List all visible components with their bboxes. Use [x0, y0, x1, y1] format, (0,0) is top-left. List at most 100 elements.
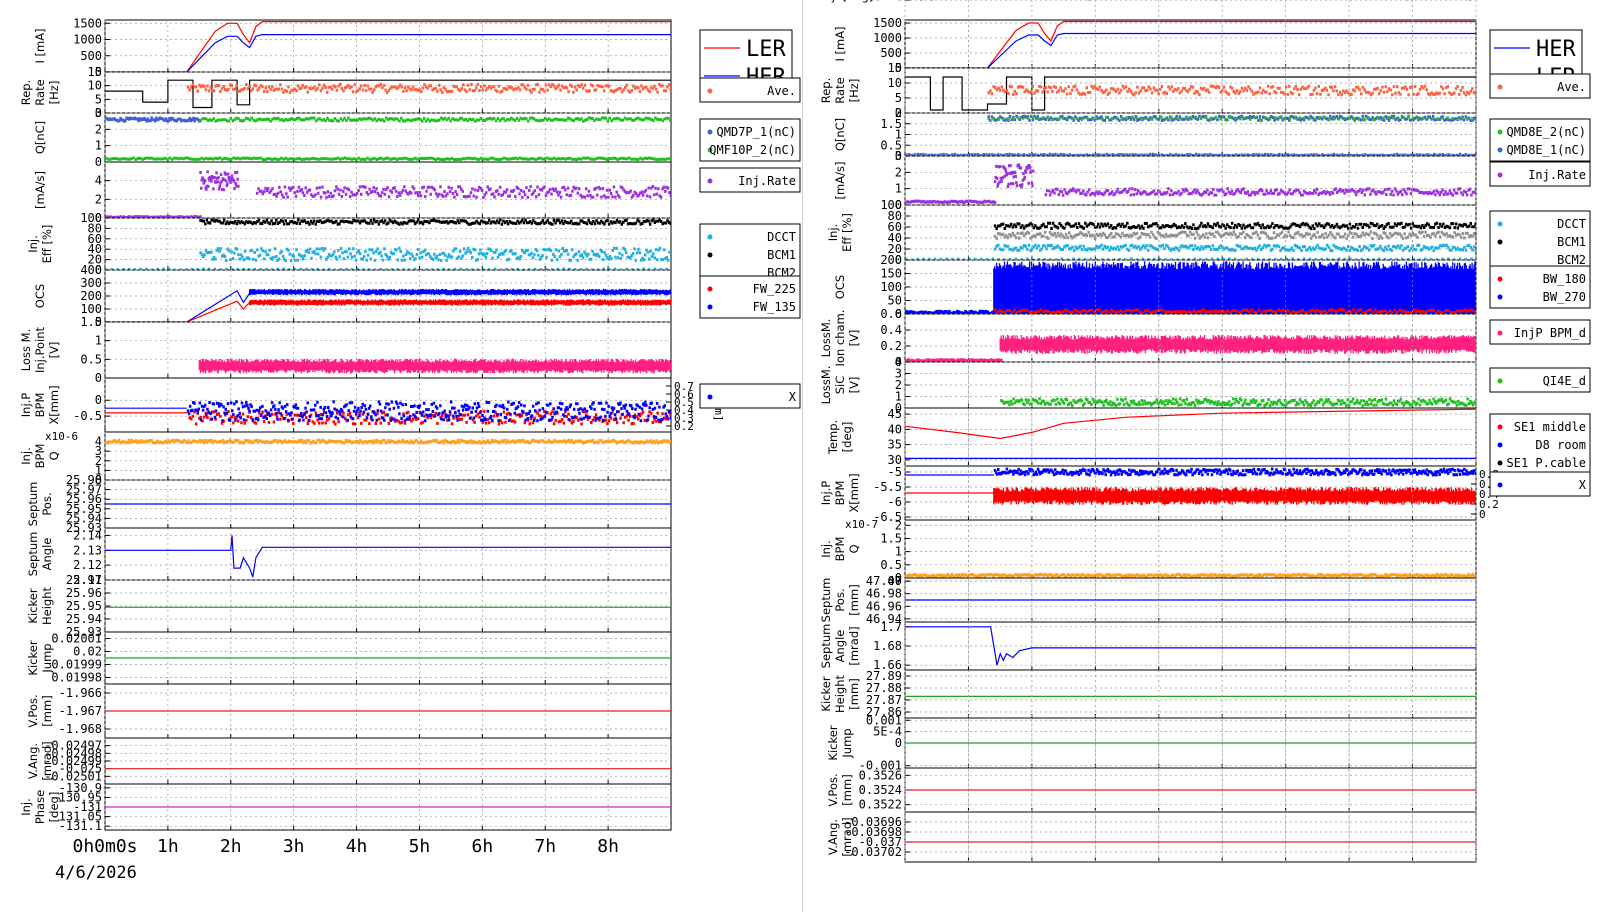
legend-label: QMD8E_2(nC): [1507, 125, 1586, 139]
y-axis-label: Height: [833, 675, 847, 714]
y-tick-label: 1: [895, 182, 902, 196]
y-axis-label: Kicker: [826, 725, 840, 760]
y-tick-label: 10: [888, 76, 902, 90]
panel-l-loss: 0 0.5 1 1.5 Loss M. Inj.Point [V]: [19, 315, 672, 385]
series-group: [905, 261, 1476, 314]
y-tick-label: 0.5: [880, 558, 902, 572]
series-injp-bpm-d: [999, 334, 1476, 354]
legend-swatch: [707, 147, 713, 153]
x-tick-label: 8h: [597, 836, 619, 857]
panel-r-sang: 1.66 1.68 1.7 Septum Angle [mrad]: [819, 620, 1477, 672]
series-unnamed: [993, 487, 1476, 505]
y-axis-label: [mm]: [847, 678, 861, 709]
series-unnamed: [993, 230, 1476, 240]
y-tick-label: 1: [95, 463, 102, 477]
y-tick-label: 0: [895, 736, 902, 750]
legend-label: FW_225: [753, 282, 796, 296]
legend-swatch: [1497, 294, 1503, 300]
series-group: [1000, 397, 1476, 408]
y-tick-label: 4: [895, 355, 902, 369]
y-tick-label: 1.5: [880, 531, 902, 545]
legend-swatch: [1497, 482, 1503, 488]
y-tick-label: 95.95: [866, 0, 902, 3]
panel-l-ph: -131.1-131.05-131-130.95-130.9 Inj. Phase[…: [19, 781, 672, 833]
series-group: [105, 218, 671, 270]
x-tick-label: 8h: [1402, 0, 1424, 5]
series-qi4e-d: [1000, 397, 1476, 408]
y-tick-label: 2: [895, 518, 902, 532]
column-divider: [802, 0, 803, 912]
y-tick-label: 27.89: [866, 669, 902, 683]
y-tick-label: -5: [888, 465, 902, 479]
y-tick-label: 2.13: [73, 543, 102, 557]
y-axis-label: [mrad]: [840, 817, 854, 856]
panel-r-vang: -0.03702-0.037-0.03698-0.03696 V.Ang. [mra…: [826, 811, 1477, 863]
y-tick-label: 46.94: [866, 612, 902, 626]
series-group: [905, 114, 1476, 156]
y-axis-label: [mm]: [40, 695, 54, 726]
y-tick-label: -0.02498: [44, 746, 102, 760]
y-axis-label: Eff [%]: [40, 225, 54, 264]
series-group: [105, 21, 671, 72]
y-axis-label: X[mm]: [47, 385, 61, 424]
legend-swatch: [707, 394, 713, 400]
x-tick-label: 1h: [157, 836, 179, 857]
y2-tick-label: 0: [1479, 508, 1486, 521]
y-axis-label: Inj.: [26, 235, 40, 253]
y-tick-label: 96.05: [866, 0, 902, 3]
y-axis-label: Inj.P: [19, 393, 33, 418]
y-tick-label: 96: [888, 0, 902, 3]
y-axis-label: I [mA]: [833, 26, 847, 61]
legend-label: InjP BPM_d: [1514, 326, 1586, 340]
y-axis-label: Height: [40, 587, 54, 626]
legend-label: Inj.Rate: [1528, 168, 1586, 182]
y-axis-label: [mm]: [847, 584, 861, 615]
legend-label: LER: [746, 37, 786, 62]
x-tick-label: 7h: [534, 836, 556, 857]
legend-box: [699, 167, 801, 193]
legend-swatch: [1497, 221, 1503, 227]
series-ave-: [186, 82, 671, 94]
y-tick-label: 15: [88, 65, 102, 79]
legend-label: BCM1: [767, 248, 796, 262]
y-tick-label: 25.98: [66, 473, 102, 487]
y-axis-label: Inj.: [821, 0, 839, 3]
series-group: [105, 79, 671, 109]
legend-box: [1489, 161, 1591, 187]
panel-l-inj: 0 2 4 [mA/s] Inj.Rate: [33, 161, 801, 225]
y-tick-label: 0.3526: [859, 768, 902, 782]
y-axis-label: Q: [47, 451, 61, 460]
legend-swatch: [1497, 330, 1503, 336]
panel-frame: [904, 519, 1477, 579]
y-tick-label: 5E-4: [873, 725, 902, 739]
y-axis-label: BPM: [33, 444, 47, 469]
legend-label: QMF10P_2(nC): [709, 143, 796, 157]
y-axis-label: Rate: [33, 79, 47, 105]
legend-swatch: [1497, 257, 1503, 263]
legend-label: QMD8E_1(nC): [1507, 143, 1586, 157]
series-inj-rate: [905, 199, 997, 204]
legend-swatch: [1497, 84, 1503, 90]
y-tick-label: 2.12: [73, 558, 102, 572]
series-unnamed: [905, 76, 1476, 111]
legend-box: [1489, 265, 1591, 309]
panel-frame: [904, 811, 1477, 863]
legend-swatch: [1497, 442, 1503, 448]
y-axis-label: [mA/s]: [833, 162, 847, 200]
legend-swatch: [707, 304, 713, 310]
legend-l-ocs: FW_225 FW_135: [699, 275, 801, 319]
y-tick-label: 3: [895, 367, 902, 381]
y-tick-label: 25.97: [66, 483, 102, 497]
panel-l-bpm: -0.500.20.30.40.50.60.7Y[mm]Inj.PBPMX[mm…: [19, 377, 801, 433]
series-group: [198, 358, 671, 374]
y-tick-label: 50: [888, 294, 902, 308]
series-group: [105, 170, 671, 218]
y-tick-label: 1500: [873, 16, 902, 30]
y-tick-label: 46.96: [866, 599, 902, 613]
